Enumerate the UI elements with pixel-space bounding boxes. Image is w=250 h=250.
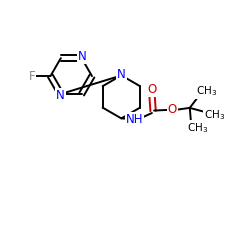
Text: N: N xyxy=(78,50,86,64)
Text: O: O xyxy=(147,83,156,96)
Text: CH$_3$: CH$_3$ xyxy=(196,84,218,98)
Text: F: F xyxy=(29,70,35,82)
Text: N: N xyxy=(117,68,126,81)
Text: CH$_3$: CH$_3$ xyxy=(204,108,225,122)
Text: N: N xyxy=(56,89,65,102)
Text: CH$_3$: CH$_3$ xyxy=(187,121,208,135)
Text: NH: NH xyxy=(126,113,144,126)
Text: O: O xyxy=(168,103,177,116)
